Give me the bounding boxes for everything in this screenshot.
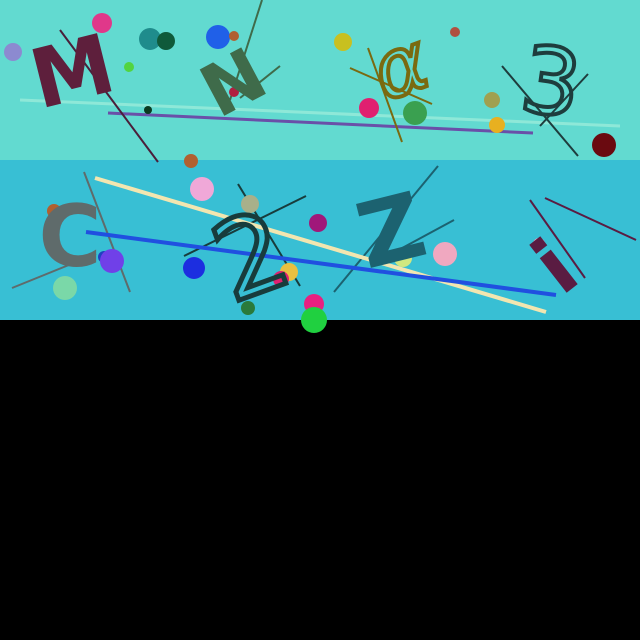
noise-dot [206, 25, 230, 49]
noise-line [544, 197, 637, 241]
noise-dot [403, 101, 427, 125]
noise-dot [450, 27, 460, 37]
noise-line [94, 176, 547, 314]
noise-dot [592, 133, 616, 157]
noise-dot [139, 28, 161, 50]
noise-dot [100, 249, 124, 273]
noise-dot [183, 257, 205, 279]
noise-line [239, 65, 281, 99]
noise-dot [53, 276, 77, 300]
noise-line [539, 73, 589, 127]
noise-line [349, 67, 433, 105]
noise-dot [433, 242, 457, 266]
noise-dot [47, 204, 61, 218]
noise-dot [489, 117, 505, 133]
noise-dot [124, 62, 134, 72]
noise-dot [309, 214, 327, 232]
noise-dot [396, 197, 408, 209]
noise-dot [484, 92, 500, 108]
noise-dot [144, 106, 152, 114]
noise-dot [301, 307, 327, 333]
noise-line [529, 199, 586, 279]
noise-line [229, 0, 263, 101]
noise-dot [229, 31, 239, 41]
noise-dot [273, 271, 289, 287]
noise-dot [190, 177, 214, 201]
noise-line [83, 171, 131, 293]
noise-line [19, 98, 621, 128]
noise-dot [359, 98, 379, 118]
noise-dot [92, 13, 112, 33]
noise-line [11, 253, 97, 289]
noise-dot [394, 249, 412, 267]
noise-dot [334, 33, 352, 51]
noise-line [59, 29, 159, 163]
noise-dot [241, 195, 259, 213]
captcha-char-c: C [38, 187, 101, 287]
noise-dot [184, 154, 198, 168]
noise-line [379, 219, 455, 261]
noise-dot [533, 238, 545, 250]
noise-line [85, 230, 557, 297]
noise-line [107, 111, 534, 135]
noise-dot [241, 301, 255, 315]
noise-dot [229, 87, 239, 97]
noise-dot [4, 43, 22, 61]
noise-line [333, 165, 439, 293]
noise-line [367, 47, 403, 143]
noise-line [501, 65, 579, 157]
bottom-band [0, 320, 640, 640]
noise-dot [157, 32, 175, 50]
